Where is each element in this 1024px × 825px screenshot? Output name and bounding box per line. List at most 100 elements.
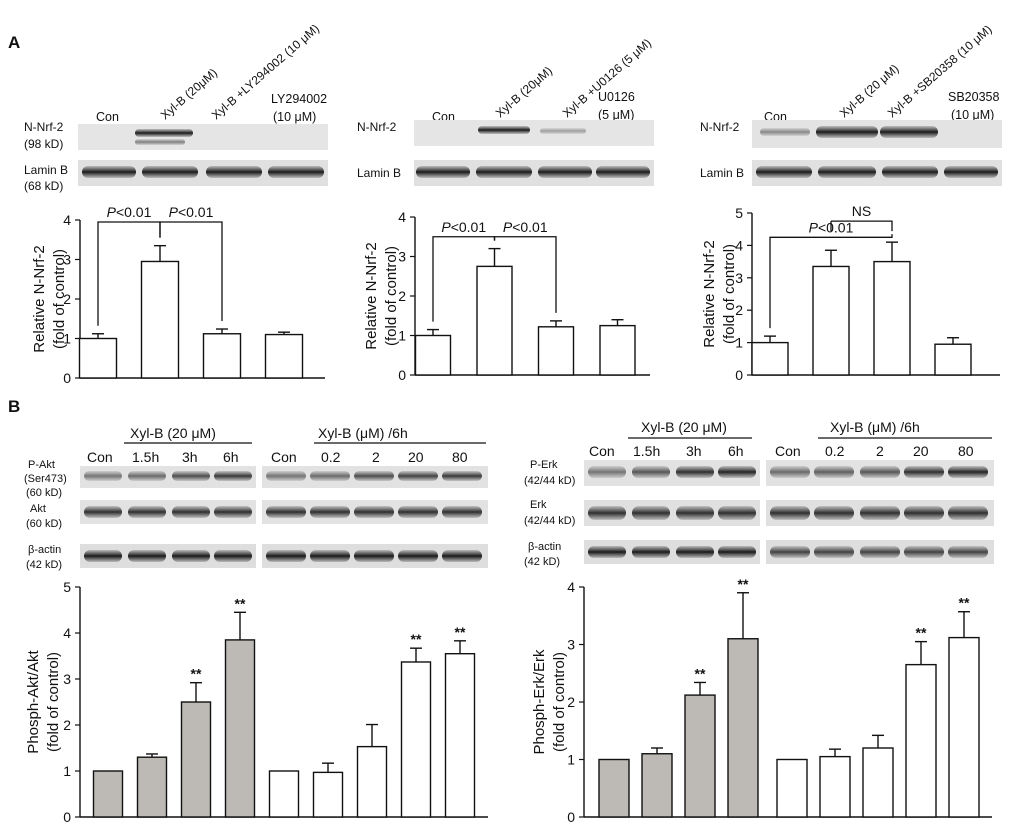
blot-akt-group2-header: Xyl-B (μM) /6h (318, 425, 408, 441)
blot-band (860, 506, 900, 520)
chart-a2: 0 1 2 3 4 Relative N-Nrf-2 (fold of control) P<… (363, 209, 650, 383)
y-tick-label: 1 (63, 763, 71, 779)
blot-akt-lane-1: Con (87, 449, 113, 465)
blot-band (948, 546, 988, 558)
y-tick-label: 3 (398, 249, 406, 265)
blot-erk-row1-kd: (42/44 kD) (524, 475, 575, 487)
chart-b-akt: 0 1 2 3 4 5 Phosph-Akt/Akt (fold of control) ** *… (25, 579, 488, 825)
blot-band (588, 546, 626, 558)
y-axis-label-sub: (fold of control) (721, 244, 738, 344)
blot-akt-lane-3: 3h (182, 449, 198, 465)
y-tick-label: 4 (63, 625, 71, 641)
blot-erk-lane-1: Con (589, 443, 615, 459)
bar (268, 770, 300, 818)
blot-a3-laminb-band-2 (818, 166, 876, 178)
blot-band (354, 506, 394, 518)
y-axis-label-sub: (fold of control) (551, 652, 568, 752)
bar (776, 758, 808, 818)
blot-a1-row1-kd: (98 kD) (24, 137, 63, 151)
blot-a3: Con Xyl-B (20 μM) Xyl-B +SB20358 (10 μM)… (700, 22, 1002, 186)
bar (812, 265, 850, 376)
bar (224, 639, 256, 818)
blot-a2-laminb-band-1 (416, 166, 470, 178)
blot-band (128, 471, 166, 481)
y-axis-label-sub: (fold of control) (45, 652, 62, 752)
significance-label: NS (852, 203, 871, 219)
blot-erk-lane-9: 80 (958, 443, 974, 459)
blot-erk-lane-2: 1.5h (633, 443, 660, 459)
y-tick-label: 0 (398, 367, 406, 383)
blot-akt-row2-kd: (60 kD) (26, 518, 62, 530)
significance-stars: ** (411, 631, 422, 647)
blot-akt-row3-kd: (42 kD) (26, 559, 62, 571)
blot-band (770, 466, 810, 478)
bar (598, 758, 630, 818)
significance-stars: ** (191, 666, 202, 682)
significance-label: P<0.01 (441, 219, 486, 235)
blot-band (310, 550, 350, 562)
bar (400, 661, 432, 818)
blot-band (128, 506, 166, 518)
y-axis-label-sub: (fold of control) (383, 246, 400, 346)
blot-band (214, 506, 252, 518)
bar (312, 771, 344, 818)
blot-band (632, 546, 670, 558)
blot-a1-nrf2-band-lower (135, 139, 185, 145)
y-tick-label: 0 (63, 370, 71, 386)
blot-band (814, 466, 854, 478)
blot-akt-lane-2: 1.5h (132, 449, 159, 465)
blot-band (860, 466, 900, 478)
y-axis-label: Phosph-Erk/Erk (531, 649, 548, 755)
bar (264, 333, 304, 379)
y-tick-label: 4 (567, 579, 575, 595)
blot-akt-lane-6: 0.2 (321, 449, 341, 465)
blot-a1-lane-3: Xyl-B +LY294002 (10 μM) (209, 21, 322, 122)
blot-a1-row2-kd: (68 kD) (24, 179, 63, 193)
blot-a3-laminb-band-4 (944, 166, 998, 178)
blot-band (588, 466, 626, 478)
bar (934, 343, 972, 376)
blot-akt-pakt-strip-1 (80, 466, 256, 488)
blot-a1-lane-4: LY294002 (271, 92, 327, 106)
blot-a1-laminb-band-1 (82, 166, 136, 178)
blot-a3-nrf2-band-1 (760, 128, 810, 136)
blot-a1-nrf2-strip (78, 124, 328, 150)
blot-a2-laminb-band-4 (596, 166, 650, 178)
y-tick-label: 0 (735, 367, 743, 383)
bar (92, 770, 124, 818)
blot-band (172, 471, 210, 481)
blot-band (718, 506, 756, 520)
blot-band (354, 471, 394, 481)
bar (140, 260, 180, 379)
bar (444, 653, 476, 818)
blot-erk-row1-name: P-Erk (530, 459, 558, 471)
blot-a3-lane-4-conc: (10 μM) (951, 108, 994, 122)
significance-stars: ** (738, 576, 749, 592)
blot-band (442, 506, 482, 518)
bar (202, 333, 242, 379)
bar (599, 324, 636, 376)
blot-akt-lane-8: 20 (408, 449, 424, 465)
blot-erk-lane-4: 6h (728, 443, 744, 459)
blot-a3-row1-name: N-Nrf-2 (700, 120, 740, 134)
y-tick-label: 2 (63, 717, 71, 733)
blot-akt-lane-5: Con (271, 449, 297, 465)
y-tick-label: 2 (567, 694, 575, 710)
blot-erk-lane-3: 3h (686, 443, 702, 459)
blot-band (128, 550, 166, 562)
blot-a2-nrf2-band (478, 126, 530, 134)
blot-erk-lane-6: 0.2 (825, 443, 845, 459)
y-tick-label: 2 (735, 302, 743, 318)
blot-a3-lane-4: SB20358 (948, 90, 999, 104)
y-axis-label: Relative N-Nrf-2 (363, 242, 380, 350)
blot-band (172, 550, 210, 562)
blot-erk-group2-header: Xyl-B (μM) /6h (830, 419, 920, 435)
blot-band (354, 550, 394, 562)
bar (751, 341, 789, 376)
blot-a1-row1-name: N-Nrf-2 (24, 120, 64, 134)
blot-akt-group1-header: Xyl-B (20 μM) (130, 425, 216, 441)
bar (537, 326, 575, 376)
blot-band (398, 471, 438, 481)
blot-band (676, 506, 714, 520)
